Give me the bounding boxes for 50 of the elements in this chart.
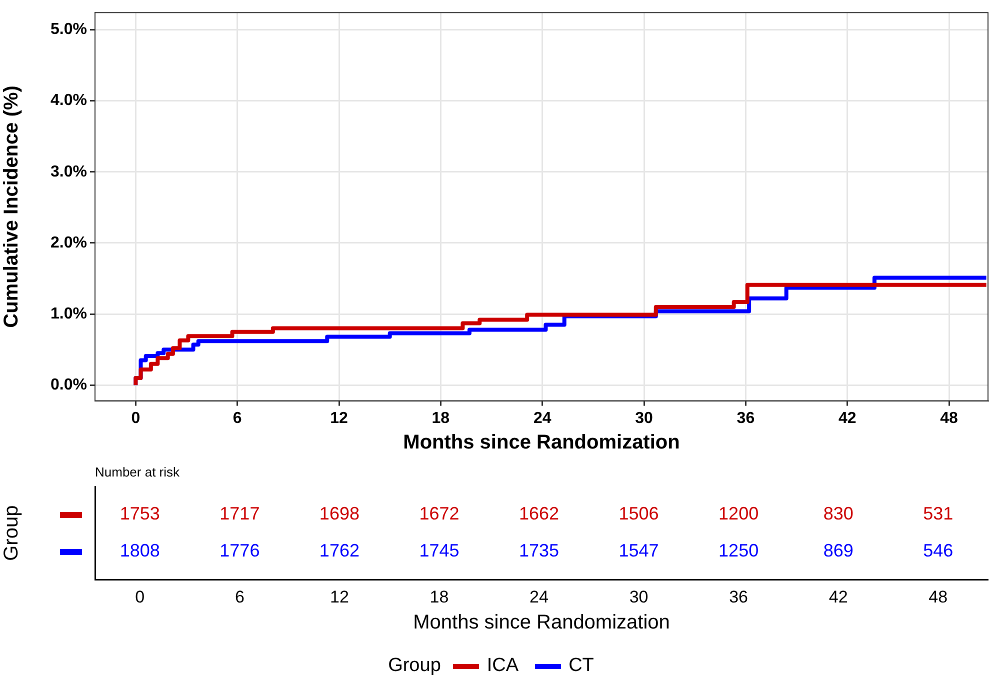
legend-label: CT: [568, 655, 594, 677]
y-tick-label: 2.0%: [50, 234, 87, 252]
data-label: 1808: [120, 540, 160, 561]
x-tick-label: 48: [928, 587, 948, 606]
x-tick-label: 18: [430, 587, 449, 606]
y-tick-label: 0.0%: [50, 376, 87, 394]
x-tick-label: 48: [940, 410, 958, 427]
data-label: 1735: [518, 540, 560, 561]
y-axis-title: Cumulative Incidence (%): [0, 86, 23, 328]
data-label: 1762: [319, 540, 360, 561]
x-tick-label: 30: [629, 587, 648, 606]
y-tick-label: 4.0%: [50, 92, 87, 110]
x-axis-title: Months since Randomization: [413, 612, 670, 634]
data-label: 546: [923, 540, 954, 561]
data-label: 1698: [319, 503, 360, 524]
data-label: 1753: [120, 503, 160, 524]
legend-label: ICA: [486, 655, 519, 677]
x-tick-label: 36: [736, 410, 755, 427]
data-label: 1506: [618, 503, 659, 524]
data-label: 1717: [220, 503, 260, 524]
x-tick-label: 18: [432, 410, 450, 427]
data-label: 1547: [618, 540, 659, 561]
data-label: 1776: [220, 540, 260, 561]
data-label: 1200: [718, 503, 759, 524]
legend-title: Group: [388, 655, 441, 677]
x-tick-label: 36: [729, 587, 748, 606]
x-axis-title: Months since Randomization: [403, 432, 680, 454]
data-label: 1672: [419, 503, 460, 524]
x-tick-label: 6: [232, 410, 242, 427]
x-tick-label: 12: [330, 587, 349, 606]
y-tick-label: 5.0%: [50, 21, 87, 38]
x-tick-label: 42: [828, 587, 848, 606]
y-axis-title: Group: [0, 505, 23, 561]
chart-title: Number at risk: [95, 464, 180, 480]
x-tick-label: 6: [234, 587, 244, 606]
data-label: 1250: [718, 540, 759, 561]
x-tick-label: 24: [533, 410, 552, 427]
y-tick-label: 1.0%: [50, 305, 87, 322]
y-tick-label: 3.0%: [50, 163, 87, 180]
data-label: 1662: [518, 503, 560, 524]
data-label: 1745: [419, 540, 460, 561]
data-label: 531: [923, 503, 954, 524]
data-label: 830: [823, 503, 854, 524]
data-label: 869: [823, 540, 854, 561]
x-tick-label: 42: [838, 410, 856, 427]
x-tick-label: 24: [530, 587, 548, 606]
x-tick-label: 30: [635, 410, 654, 427]
x-tick-label: 12: [330, 410, 348, 427]
x-tick-label: 0: [131, 410, 140, 427]
x-tick-label: 0: [135, 587, 145, 606]
